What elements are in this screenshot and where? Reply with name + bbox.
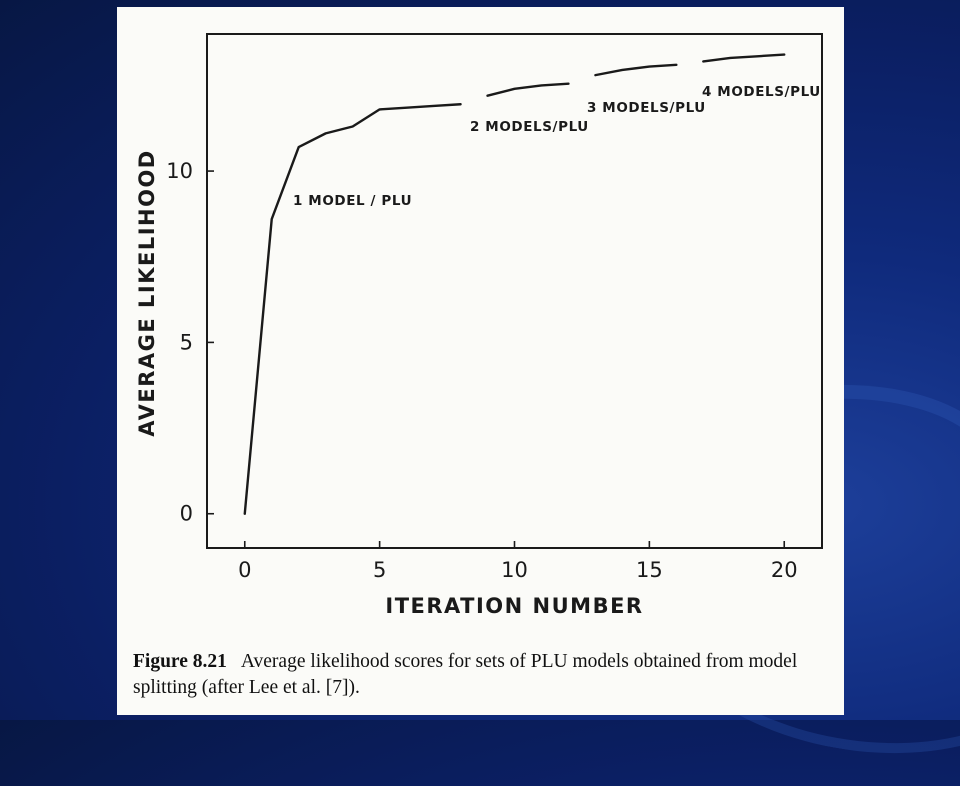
y-tick-label: 0 [180, 502, 193, 526]
figure-page: 0 5 10 15 20 0 5 10 ITERATION NUMBER AVERAGE LIKE… [117, 7, 844, 715]
x-tick-label: 15 [636, 558, 663, 582]
series-line-3 [594, 63, 678, 77]
x-tick-label: 5 [373, 558, 386, 582]
figure-caption-text: Average likelihood scores for sets of PL… [133, 651, 798, 698]
plot-frame [206, 33, 823, 549]
series-line-4 [702, 53, 786, 63]
figure-label: Figure 8.21 [133, 651, 227, 672]
series-line-2 [486, 82, 570, 97]
x-axis-title: ITERATION NUMBER [385, 594, 643, 618]
y-tick-label: 5 [180, 330, 193, 354]
series-label-2: 2 MODELS/PLU [470, 119, 589, 135]
y-tick-label: 10 [166, 159, 193, 183]
x-tick-label: 0 [238, 558, 251, 582]
series-label-3: 3 MODELS/PLU [587, 100, 706, 116]
series-line-1 [243, 103, 462, 515]
x-tick-label: 10 [501, 558, 528, 582]
figure-caption: Figure 8.21 Average likelihood scores for… [133, 649, 833, 701]
series-label-4: 4 MODELS/PLU [702, 84, 821, 100]
y-axis-title: AVERAGE LIKELIHOOD [135, 149, 159, 436]
x-tick-label: 20 [771, 558, 798, 582]
series-label-1: 1 MODEL / PLU [293, 193, 412, 209]
likelihood-chart: 0 5 10 15 20 0 5 10 ITERATION NUMBER AVERAGE LIKE… [135, 33, 823, 618]
